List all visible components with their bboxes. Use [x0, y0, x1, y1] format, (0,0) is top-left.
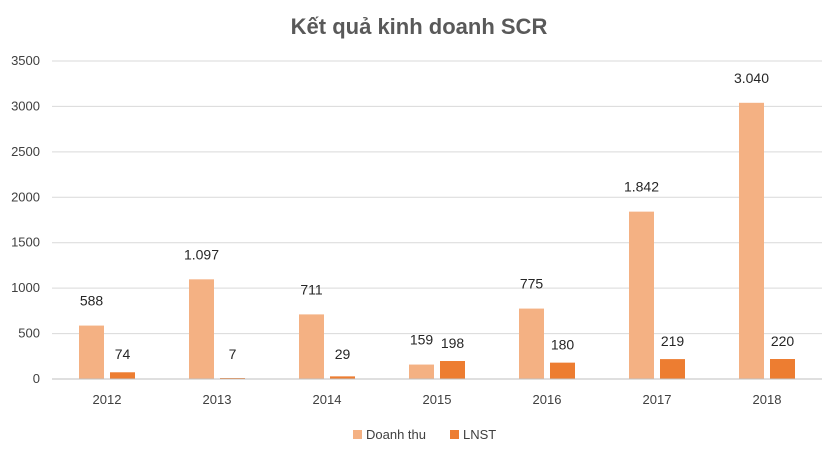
y-tick-label: 3500	[11, 53, 40, 68]
bar-lnst-2012	[110, 372, 135, 379]
x-tick-label: 2014	[313, 392, 342, 407]
y-tick-label: 2500	[11, 144, 40, 159]
data-label: 1.842	[624, 179, 659, 195]
x-tick-label: 2017	[643, 392, 672, 407]
data-label: 219	[661, 333, 685, 349]
data-label: 159	[410, 332, 434, 348]
y-tick-label: 500	[18, 326, 40, 341]
bar-doanh-thu-2018	[739, 102, 764, 380]
data-label: 7	[229, 346, 237, 362]
bar-doanh-thu-2013	[189, 279, 214, 379]
data-label: 775	[520, 276, 544, 292]
bar-doanh-thu-2016	[519, 308, 544, 379]
bar-doanh-thu-2015	[409, 364, 434, 379]
data-label: 180	[551, 337, 575, 353]
y-tick-label: 2000	[11, 189, 40, 204]
data-label: 3.040	[734, 70, 769, 86]
y-tick-label: 1000	[11, 280, 40, 295]
x-tick-label: 2015	[423, 392, 452, 407]
y-axis-tick-labels: 0 500 1000 1500 2000 2500 3000 3500	[11, 53, 40, 386]
data-label: 220	[771, 333, 795, 349]
x-tick-label: 2018	[753, 392, 782, 407]
bar-lnst-2015	[440, 361, 465, 379]
data-label: 29	[335, 346, 351, 362]
data-label: 588	[80, 293, 104, 309]
x-axis-tick-labels: 2012 2013 2014 2015 2016 2017 2018	[93, 392, 782, 407]
x-tick-label: 2016	[533, 392, 562, 407]
bar-lnst-2017	[660, 359, 685, 379]
bar-doanh-thu-2012	[79, 325, 104, 379]
legend: Doanh thu LNST	[353, 427, 496, 442]
y-tick-label: 0	[33, 371, 40, 386]
legend-label: LNST	[463, 427, 496, 442]
data-labels: 588 74 1.097 7 711 29 159 198 775 180 1.842 219 3.04…	[80, 70, 795, 362]
data-label: 711	[300, 281, 323, 297]
data-label: 198	[441, 335, 465, 351]
legend-label: Doanh thu	[366, 427, 426, 442]
bar-lnst-2014	[330, 376, 355, 379]
bar-doanh-thu-2017	[629, 211, 654, 379]
data-label: 1.097	[184, 246, 219, 262]
x-tick-label: 2012	[93, 392, 122, 407]
y-tick-label: 3000	[11, 98, 40, 113]
gridlines	[52, 60, 822, 335]
x-tick-label: 2013	[203, 392, 232, 407]
bar-lnst-2018	[770, 359, 795, 379]
y-tick-label: 1500	[11, 235, 40, 250]
bar-doanh-thu-2014	[299, 314, 324, 379]
chart-title: Kết quả kinh doanh SCR	[291, 14, 548, 39]
bar-lnst-2016	[550, 362, 575, 379]
data-label: 74	[115, 346, 131, 362]
legend-swatch	[450, 430, 459, 439]
legend-swatch	[353, 430, 362, 439]
bars	[79, 102, 795, 380]
